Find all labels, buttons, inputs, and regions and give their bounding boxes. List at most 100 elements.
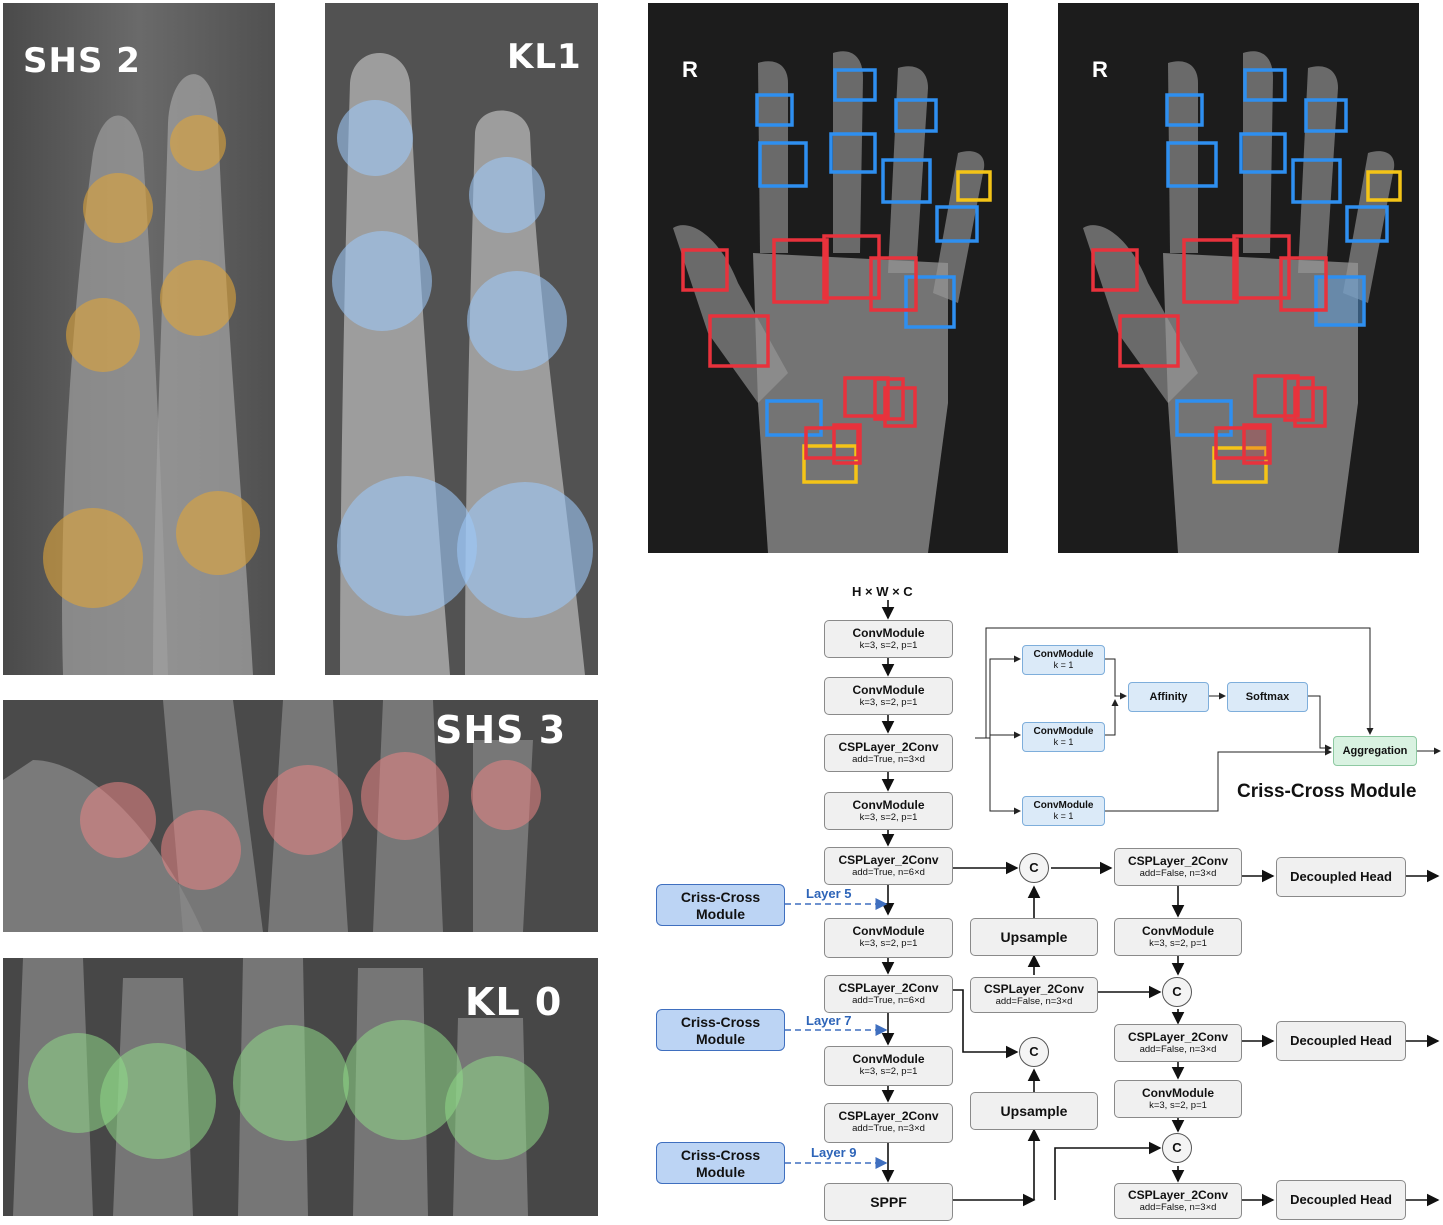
node-name: CSPLayer_2Conv xyxy=(983,982,1085,996)
node-params: k=3, s=2, p=1 xyxy=(859,938,918,949)
xray-panel-hand-detection-a: R xyxy=(648,3,1008,553)
grade-label: SHS 3 xyxy=(435,708,567,752)
xray-panel-shs3: SHS 3 xyxy=(3,700,598,932)
grade-label: SHS 2 xyxy=(23,41,141,81)
backbone-conv-5: ConvModule k=3, s=2, p=1 xyxy=(824,1046,953,1086)
node-name: CSPLayer_2Conv xyxy=(1127,1188,1229,1202)
node-name: ConvModule xyxy=(1142,924,1214,938)
side-marker: R xyxy=(682,57,698,82)
node-params: add=False, n=3×d xyxy=(995,996,1073,1007)
node-name: Affinity xyxy=(1149,691,1188,703)
criss-cross-module-layer5: Criss-Cross Module xyxy=(656,884,785,926)
node-params: add=True, n=3×d xyxy=(852,1123,925,1134)
node-params: add=False, n=3×d xyxy=(1139,868,1217,879)
concat-node-4: C xyxy=(1162,1133,1192,1163)
ccm-title: Criss-Cross Module xyxy=(1237,781,1417,802)
head-csp-1: CSPLayer_2Conv add=False, n=3×d xyxy=(1114,848,1242,886)
node-params: k = 1 xyxy=(1053,660,1074,670)
node-name: Upsample xyxy=(1000,929,1068,945)
layer7-label: Layer 7 xyxy=(806,1013,852,1028)
node-params: k = 1 xyxy=(1053,737,1074,747)
input-dims-label: H × W × C xyxy=(852,584,913,599)
xray-panel-kl1: KL1 xyxy=(325,3,598,675)
backbone-conv-3: ConvModule k=3, s=2, p=1 xyxy=(824,792,953,830)
backbone-csp-4: CSPLayer_2Conv add=True, n=3×d xyxy=(824,1103,953,1143)
grade-label: KL1 xyxy=(507,37,582,77)
upsample-2: Upsample xyxy=(970,1092,1098,1130)
detection-boxes xyxy=(681,68,992,484)
node-name: Decoupled Head xyxy=(1290,1033,1392,1048)
node-params: k = 1 xyxy=(1053,811,1074,821)
backbone-csp-1: CSPLayer_2Conv add=True, n=3×d xyxy=(824,734,953,772)
node-params: k=3, s=2, p=1 xyxy=(859,812,918,823)
ccm-affinity: Affinity xyxy=(1128,682,1209,712)
node-params: k=3, s=2, p=1 xyxy=(859,1066,918,1077)
node-params: k=3, s=2, p=1 xyxy=(1149,938,1207,949)
head-conv-2: ConvModule k=3, s=2, p=1 xyxy=(1114,1080,1242,1118)
criss-cross-module-layer7: Criss-Cross Module xyxy=(656,1009,785,1051)
xray-panel-hand-detection-b: R xyxy=(1058,3,1419,553)
node-params: k=3, s=2, p=1 xyxy=(859,697,918,708)
ccm-conv-b: ConvModule k = 1 xyxy=(1022,722,1105,752)
decoupled-head-3: Decoupled Head xyxy=(1276,1180,1406,1220)
layer5-label: Layer 5 xyxy=(806,886,852,901)
xray-panel-shs2: SHS 2 xyxy=(3,3,275,675)
node-params: k=3, s=2, p=1 xyxy=(859,640,918,651)
neck-csp: CSPLayer_2Conv add=False, n=3×d xyxy=(970,977,1098,1013)
node-name: CSPLayer_2Conv xyxy=(1127,854,1229,868)
decoupled-head-2: Decoupled Head xyxy=(1276,1021,1406,1061)
node-name: CSPLayer_2Conv xyxy=(838,853,939,867)
head-csp-2: CSPLayer_2Conv add=False, n=3×d xyxy=(1114,1024,1242,1062)
ccm-aggregation: Aggregation xyxy=(1333,736,1417,766)
ccm-conv-c: ConvModule k = 1 xyxy=(1022,796,1105,826)
criss-cross-module-layer9: Criss-Cross Module xyxy=(656,1142,785,1184)
node-name: ConvModule xyxy=(852,1052,925,1066)
backbone-conv-4: ConvModule k=3, s=2, p=1 xyxy=(824,918,953,958)
concat-node-2: C xyxy=(1019,1037,1049,1067)
joint-overlays xyxy=(28,1020,549,1160)
node-params: add=True, n=3×d xyxy=(852,754,925,765)
node-name: Decoupled Head xyxy=(1290,869,1392,884)
head-conv-1: ConvModule k=3, s=2, p=1 xyxy=(1114,918,1242,956)
ccm-softmax: Softmax xyxy=(1227,682,1308,712)
node-params: add=False, n=3×d xyxy=(1139,1202,1217,1213)
decoupled-head-1: Decoupled Head xyxy=(1276,857,1406,897)
node-params: add=False, n=3×d xyxy=(1139,1044,1217,1055)
concat-node-1: C xyxy=(1019,853,1049,883)
node-name: Decoupled Head xyxy=(1290,1192,1392,1207)
upsample-1: Upsample xyxy=(970,918,1098,956)
node-name: ConvModule xyxy=(1142,1086,1214,1100)
grade-label: KL 0 xyxy=(465,980,563,1024)
backbone-csp-3: CSPLayer_2Conv add=True, n=6×d xyxy=(824,975,953,1013)
node-name: Softmax xyxy=(1245,691,1290,703)
backbone-conv-2: ConvModule k=3, s=2, p=1 xyxy=(824,677,953,715)
node-params: k=3, s=2, p=1 xyxy=(1149,1100,1207,1111)
backbone-csp-2: CSPLayer_2Conv add=True, n=6×d xyxy=(824,847,953,885)
node-name: ConvModule xyxy=(1033,800,1094,811)
concat-node-3: C xyxy=(1162,977,1192,1007)
node-name: CSPLayer_2Conv xyxy=(838,981,939,995)
node-name: ConvModule xyxy=(852,924,925,938)
node-name: ConvModule xyxy=(852,683,925,697)
node-name: ConvModule xyxy=(1033,649,1094,660)
node-name: CSPLayer_2Conv xyxy=(1127,1030,1229,1044)
node-name: SPPF xyxy=(870,1194,907,1210)
joint-overlays xyxy=(43,115,260,608)
node-name: ConvModule xyxy=(852,626,925,640)
node-name: ConvModule xyxy=(1033,726,1094,737)
node-name: ConvModule xyxy=(852,798,925,812)
layer9-label: Layer 9 xyxy=(811,1145,857,1160)
detection-boxes xyxy=(1091,68,1402,484)
node-name: Aggregation xyxy=(1342,745,1408,757)
joint-overlays xyxy=(80,752,541,890)
node-name: CSPLayer_2Conv xyxy=(838,1109,939,1123)
node-params: add=True, n=6×d xyxy=(852,867,925,878)
node-params: add=True, n=6×d xyxy=(852,995,925,1006)
backbone-conv-1: ConvModule k=3, s=2, p=1 xyxy=(824,620,953,658)
xray-panel-kl0: KL 0 xyxy=(3,958,598,1216)
joint-overlays xyxy=(332,100,593,618)
node-name: CSPLayer_2Conv xyxy=(838,740,939,754)
head-csp-3: CSPLayer_2Conv add=False, n=3×d xyxy=(1114,1183,1242,1219)
node-name: Upsample xyxy=(1000,1103,1068,1119)
